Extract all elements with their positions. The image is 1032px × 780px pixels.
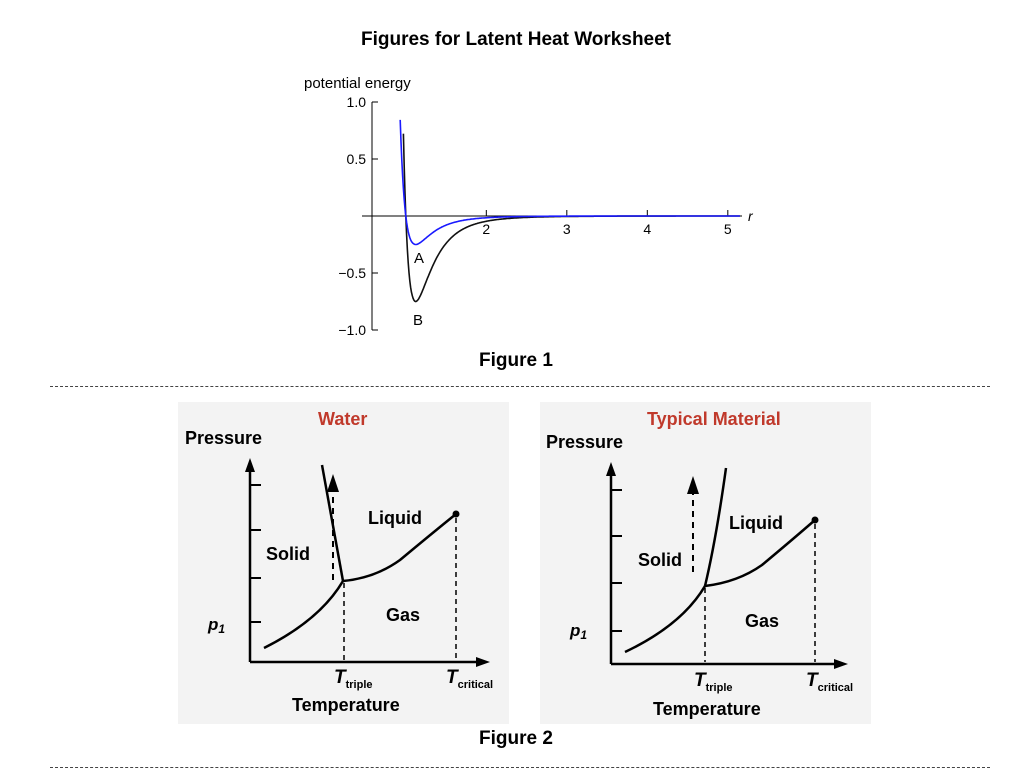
- typical-phase-diagram: Typical Material Pressure Solid Liquid G…: [540, 402, 871, 724]
- typical-pressure-label: Pressure: [546, 432, 623, 452]
- water-x-arrow: [476, 657, 490, 667]
- typical-y-arrow: [606, 462, 616, 476]
- typical-temperature-label: Temperature: [653, 699, 761, 719]
- water-panel-bg: [178, 402, 509, 724]
- typical-liquid-label: Liquid: [729, 513, 783, 533]
- typical-panel-bg: [540, 402, 871, 724]
- figure1-xtick-label: 3: [563, 221, 571, 237]
- typical-sublimation-curve: [624, 585, 707, 654]
- divider-bottom: [50, 767, 990, 768]
- typical-critical-point: [811, 516, 819, 524]
- water-ttriple-label: Ttriple: [334, 667, 373, 691]
- typical-gas-label: Gas: [745, 611, 779, 631]
- water-liquid-label: Liquid: [368, 508, 422, 528]
- figure1-chart: potential energy r 1.0 0.5 −0.5 −1.0 2 3 4 5 A…: [304, 75, 754, 338]
- typical-vaporization-curve: [704, 519, 816, 588]
- figure1-ylabel: potential energy: [304, 75, 411, 92]
- figure1-xtick-label: 5: [724, 221, 732, 237]
- water-title: Water: [318, 409, 367, 429]
- figure1-ytick-label: −0.5: [338, 265, 366, 281]
- divider-top: [50, 386, 990, 387]
- figure1-x-ticks: 2 3 4 5: [482, 210, 732, 237]
- water-vaporization-curve: [342, 513, 457, 583]
- figure1-xlabel: r: [748, 208, 754, 224]
- water-dashed-arrowhead: [327, 474, 339, 492]
- page-title: Figures for Latent Heat Worksheet: [360, 29, 672, 50]
- typical-solid-label: Solid: [638, 550, 682, 570]
- water-sublimation-curve: [263, 580, 345, 650]
- figure1-ytick-label: 0.5: [347, 151, 367, 167]
- curve-a-label: A: [414, 250, 424, 267]
- water-tcritical-label: Tcritical: [446, 667, 493, 691]
- figure2-caption: Figure 2: [479, 728, 553, 749]
- typical-melting-curve: [703, 467, 728, 587]
- typical-title: Typical Material: [647, 409, 781, 429]
- typical-ttriple-label: Ttriple: [694, 670, 733, 694]
- water-y-arrow: [245, 458, 255, 472]
- typical-p1-label: p1: [569, 621, 587, 642]
- water-gas-label: Gas: [386, 605, 420, 625]
- typical-x-arrow: [834, 659, 848, 669]
- figure1-xtick-label: 2: [482, 221, 490, 237]
- water-solid-label: Solid: [266, 544, 310, 564]
- water-critical-point: [452, 510, 460, 518]
- figure1-ytick-label: −1.0: [338, 322, 366, 338]
- curve-b-line: [402, 133, 740, 303]
- water-phase-diagram: Water Pressure Solid Liquid Gas p1 Ttrip…: [178, 402, 509, 724]
- figure1-caption: Figure 1: [479, 350, 553, 371]
- figure1-y-ticks: 1.0 0.5 −0.5 −1.0: [338, 94, 378, 338]
- typical-dashed-arrowhead: [687, 476, 699, 494]
- typical-tcritical-label: Tcritical: [806, 670, 853, 694]
- curve-b-label: B: [413, 312, 423, 329]
- typical-y-ticks: [611, 489, 622, 632]
- figure1-ytick-label: 1.0: [347, 94, 367, 110]
- water-temperature-label: Temperature: [292, 695, 400, 715]
- water-y-ticks: [250, 484, 261, 623]
- figure1-xtick-label: 4: [643, 221, 651, 237]
- curve-a-line: [399, 119, 740, 246]
- water-pressure-label: Pressure: [185, 428, 262, 448]
- water-p1-label: p1: [207, 615, 225, 636]
